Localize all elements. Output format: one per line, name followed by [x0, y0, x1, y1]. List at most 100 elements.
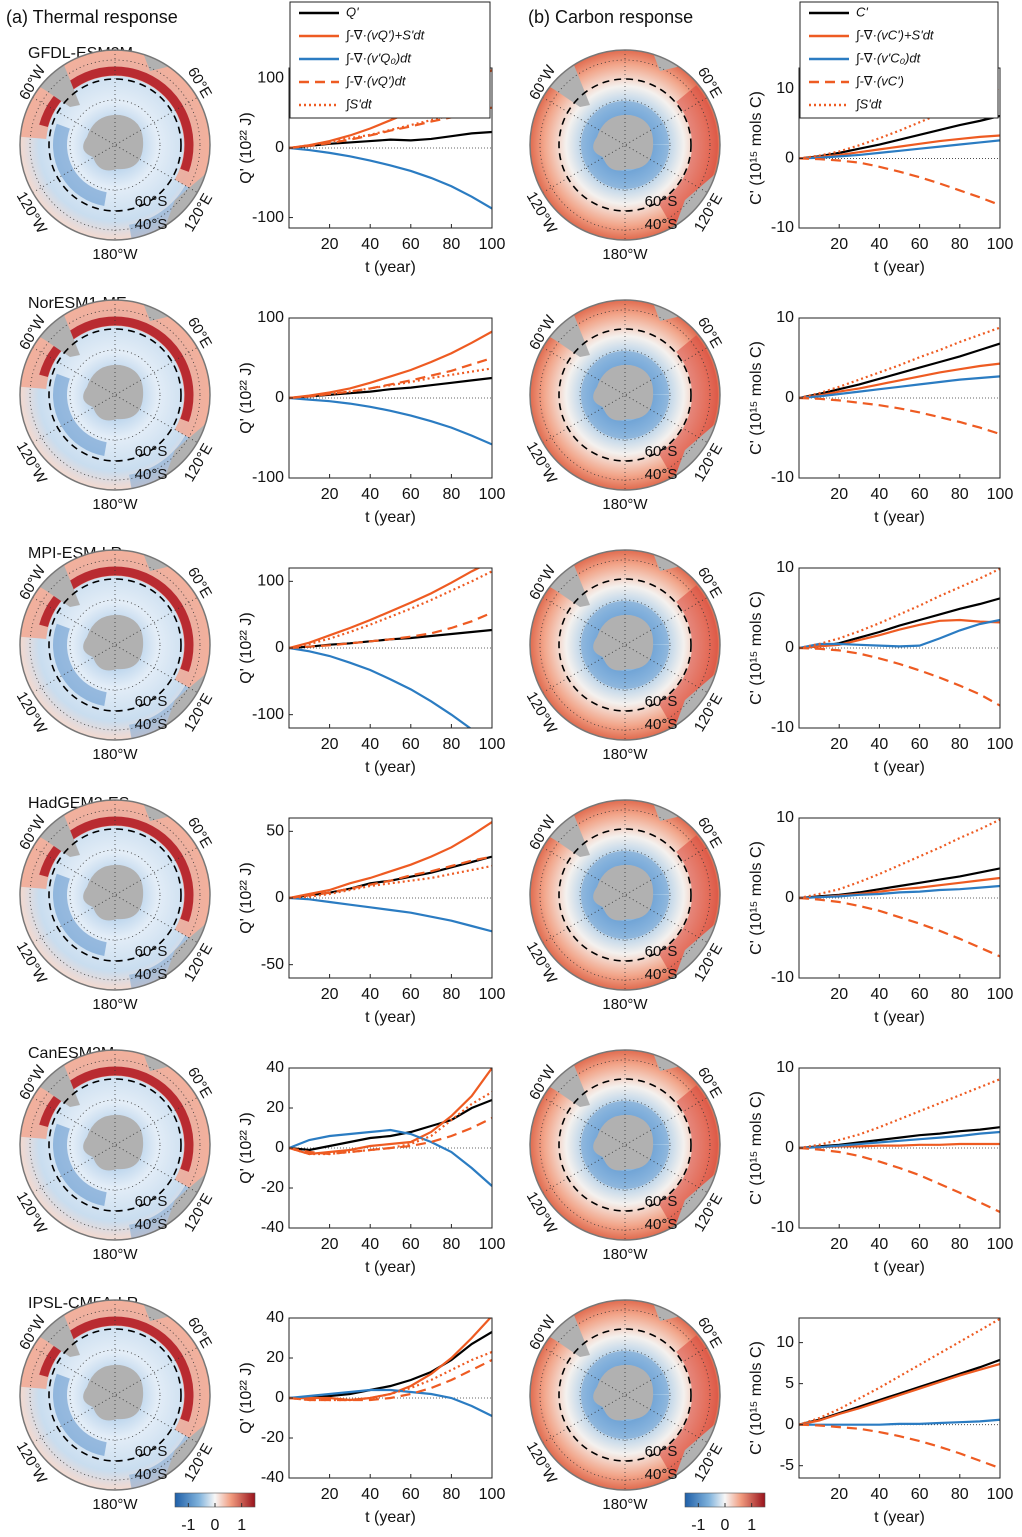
- series-line: [289, 1098, 492, 1152]
- parallel: [69, 349, 161, 441]
- x-tick-label: 20: [321, 986, 339, 1003]
- map-border: [529, 1299, 721, 1491]
- series-line: [799, 362, 1000, 400]
- series-line: [289, 396, 492, 446]
- series-line: [289, 855, 492, 900]
- series-line: [799, 1318, 1000, 1426]
- x-tick-label: 40: [871, 486, 889, 503]
- antarctica: [83, 1114, 144, 1171]
- map-shading: [581, 1351, 669, 1439]
- parallel: [539, 59, 711, 231]
- map-content: [20, 800, 210, 990]
- map-border: [529, 799, 721, 991]
- map-content: [530, 300, 720, 490]
- x-tick-label: 40: [871, 736, 889, 753]
- series-line: [799, 818, 1000, 900]
- x-tick-label: 60: [402, 1486, 420, 1503]
- latitude-label: 60°S: [135, 1193, 168, 1210]
- line-chart: 20 40 60 80 100 -40 -20 0 20 40 t (year) Q' (10²² J…: [238, 1309, 505, 1526]
- legend-label: Q': [346, 4, 359, 19]
- plot-area: [799, 326, 1000, 436]
- series-line: [799, 1423, 1000, 1470]
- map-content: [530, 50, 720, 240]
- x-tick-label: 60: [402, 736, 420, 753]
- series-line: [289, 330, 492, 400]
- series-line: [799, 1418, 1000, 1426]
- front-contour: [48, 1328, 182, 1462]
- y-tick-label: 0: [275, 889, 284, 906]
- y-tick-label: -100: [252, 209, 284, 226]
- parallel: [579, 349, 671, 441]
- x-tick-label: 80: [443, 486, 461, 503]
- series-line: [799, 646, 1000, 707]
- map-border: [529, 299, 721, 491]
- parallel: [579, 99, 671, 191]
- series-line: [799, 114, 1000, 160]
- x-tick-label: 100: [987, 236, 1014, 253]
- series-line: [289, 1359, 492, 1402]
- antarctica: [83, 1364, 144, 1421]
- longitude-label: 180°W: [92, 1496, 138, 1513]
- x-tick-label: 80: [951, 486, 969, 503]
- parallel: [539, 309, 711, 481]
- y-axis-label: C' (10¹⁵ mols C): [748, 1341, 765, 1455]
- latitude-label: 60°S: [135, 443, 168, 460]
- x-tick-label: 100: [479, 986, 506, 1003]
- y-tick-label: -100: [252, 469, 284, 486]
- parallel: [539, 809, 711, 981]
- longitude-label: 180°W: [602, 496, 648, 513]
- series-line: [289, 1331, 492, 1400]
- parallel: [69, 1349, 161, 1441]
- front-contour: [48, 78, 182, 212]
- front-contour: [558, 828, 692, 962]
- map-border: [19, 799, 211, 991]
- latitude-label: 40°S: [645, 966, 678, 983]
- map-shading: [20, 550, 210, 693]
- antarctica: [593, 1114, 654, 1171]
- y-tick-label: -50: [261, 956, 284, 973]
- longitude-label: 180°W: [602, 1246, 648, 1263]
- x-tick-label: 80: [443, 986, 461, 1003]
- y-tick-label: 40: [266, 1309, 284, 1326]
- y-axis-label: Q' (10²² J): [238, 362, 255, 434]
- y-tick-label: 10: [776, 1059, 794, 1076]
- antarctica: [593, 114, 654, 171]
- x-tick-label: 80: [951, 1236, 969, 1253]
- x-tick-label: 20: [830, 1486, 848, 1503]
- y-axis-label: Q' (10²² J): [238, 862, 255, 934]
- x-tick-label: 20: [830, 736, 848, 753]
- y-tick-label: 20: [266, 1099, 284, 1116]
- x-tick-label: 100: [479, 486, 506, 503]
- map-shading: [581, 1101, 669, 1189]
- x-tick-label: 100: [987, 986, 1014, 1003]
- x-tick-label: 40: [361, 986, 379, 1003]
- x-axis-label: t (year): [365, 259, 416, 276]
- x-tick-label: 100: [987, 736, 1014, 753]
- series-line: [289, 821, 492, 900]
- x-tick-label: 80: [951, 1486, 969, 1503]
- x-axis-label: t (year): [874, 759, 925, 776]
- latitude-label: 40°S: [645, 466, 678, 483]
- series-line: [289, 570, 492, 650]
- x-tick-label: 20: [830, 1236, 848, 1253]
- panel-title: (b) Carbon response: [528, 7, 693, 27]
- line-chart: 20 40 60 80 100 -5 0 5 10 t (year) C' (10¹⁵ mols C…: [748, 1317, 1013, 1526]
- latitude-label: 60°S: [645, 193, 678, 210]
- y-tick-label: 0: [785, 1139, 794, 1156]
- x-tick-label: 80: [951, 986, 969, 1003]
- y-tick-label: 0: [275, 639, 284, 656]
- latitude-label: 40°S: [135, 216, 168, 233]
- x-tick-label: 40: [361, 236, 379, 253]
- y-axis-label: Q' (10²² J): [238, 112, 255, 184]
- line-chart: 20 40 60 80 100 -10 0 10 t (year) C' (10¹⁵ mols C…: [748, 309, 1013, 526]
- map-border: [19, 549, 211, 741]
- map-border: [529, 549, 721, 741]
- series-line: [799, 1146, 1000, 1213]
